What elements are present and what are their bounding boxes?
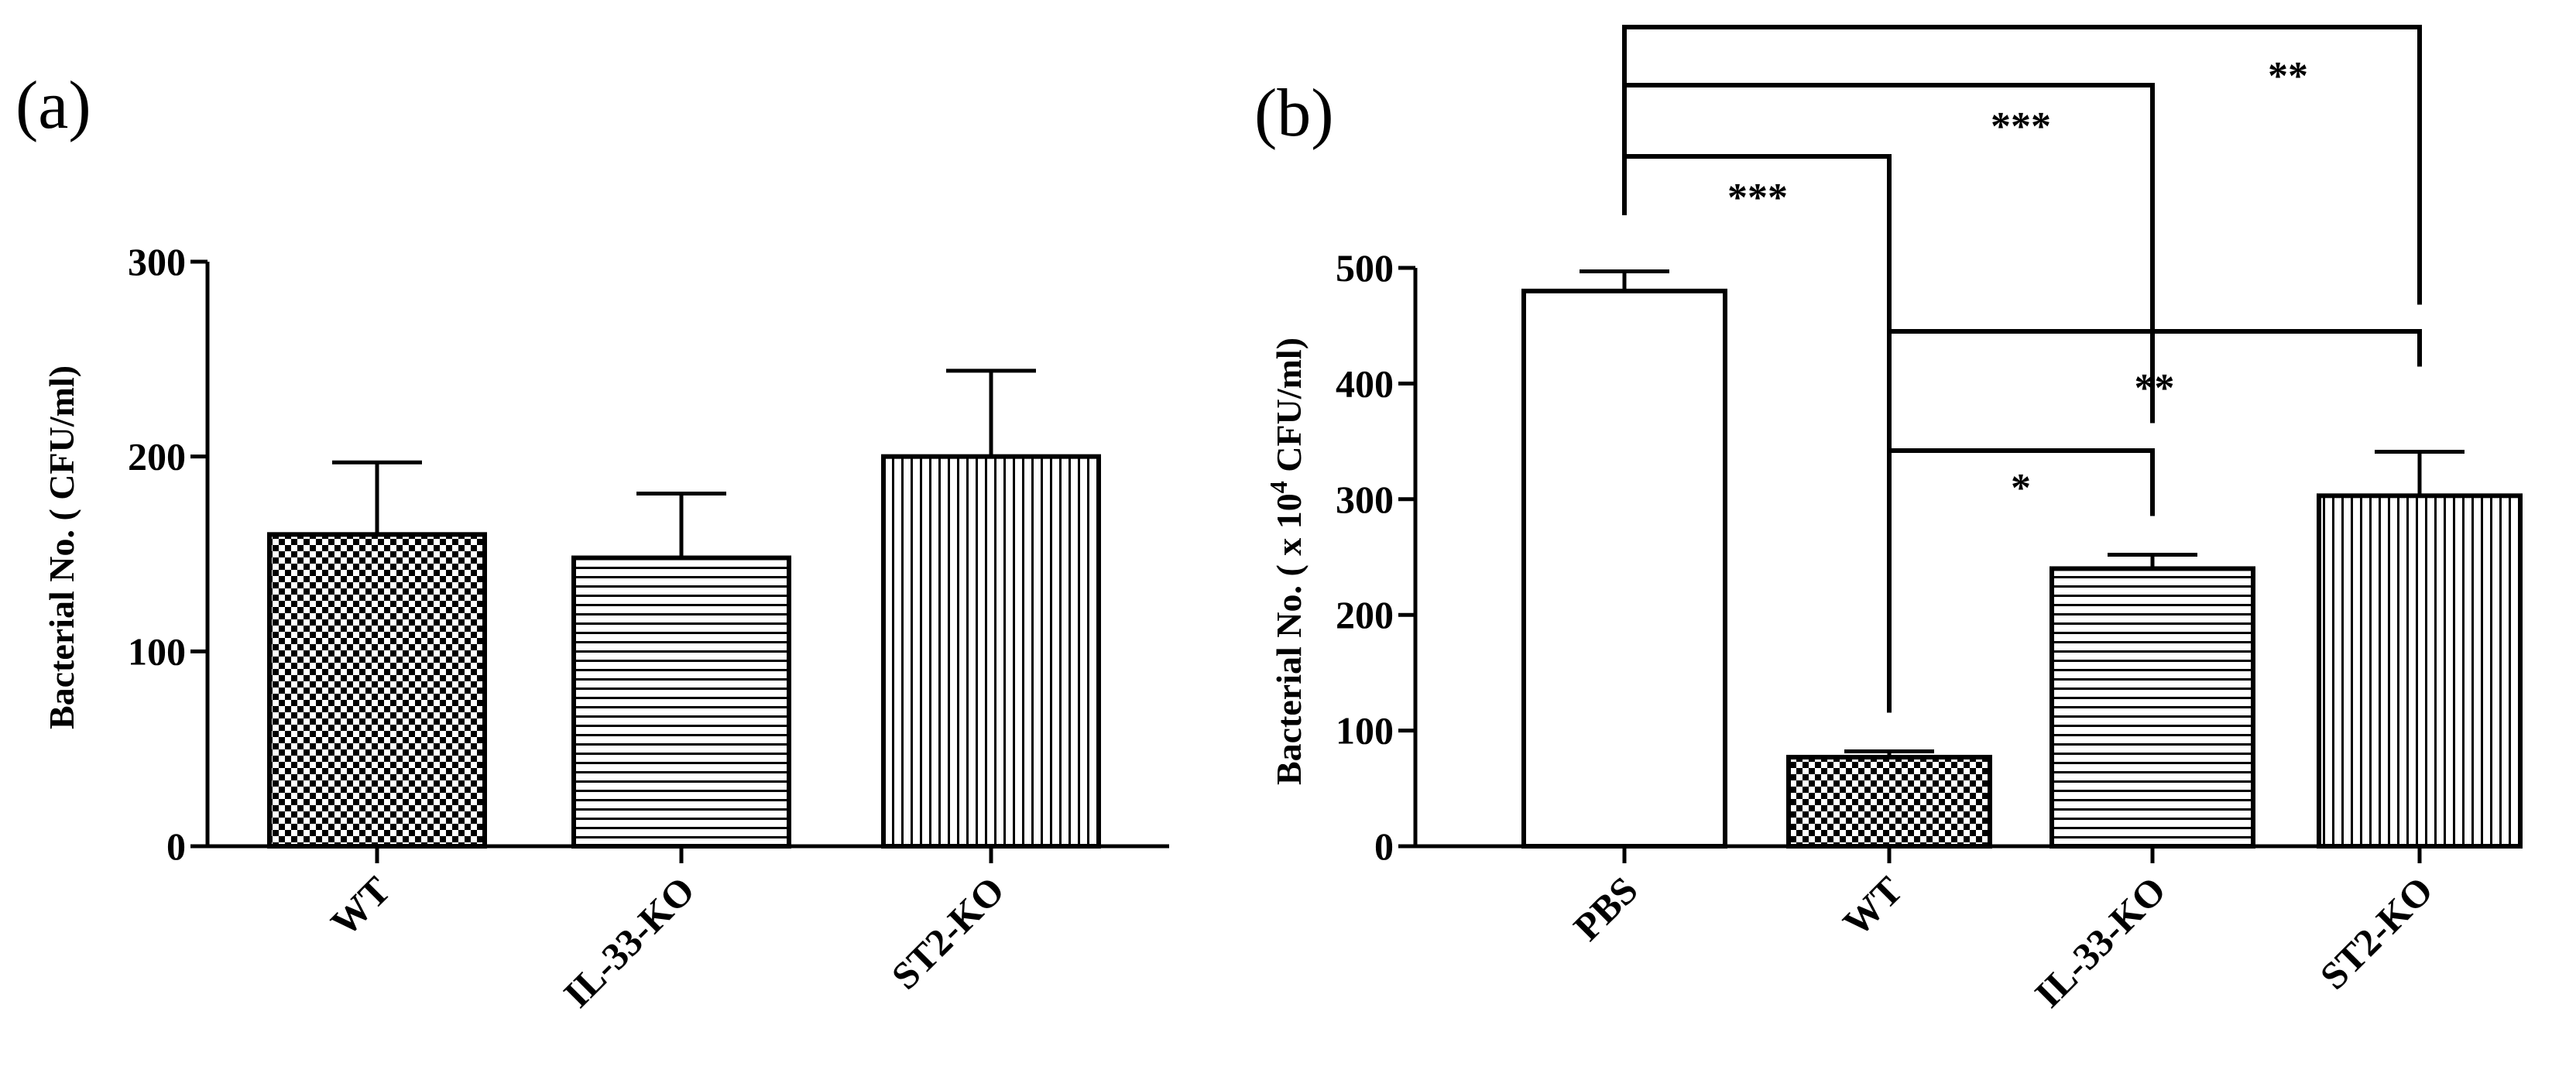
significance-label: *** xyxy=(1991,105,2051,149)
y-tick-label: 0 xyxy=(166,825,186,868)
y-tick-label: 100 xyxy=(1336,709,1394,753)
x-tick-label: ST2-KO xyxy=(883,868,1012,997)
significance-label: * xyxy=(2011,466,2031,510)
x-tick-label: PBS xyxy=(1565,868,1645,948)
bar xyxy=(2049,566,2255,849)
panel-a-y-axis-label: Bacterial No. ( CFU/ml) xyxy=(42,365,81,729)
significance-label: *** xyxy=(1727,176,1788,220)
bar xyxy=(1786,754,1992,849)
y-tick-label: 0 xyxy=(1374,825,1394,868)
significance-label: ** xyxy=(2135,366,2175,410)
x-tick-label: IL-33-KO xyxy=(2026,868,2174,1016)
x-tick-label: WT xyxy=(322,868,399,945)
panel-b-label: (b) xyxy=(1254,76,1334,151)
y-tick-label: 300 xyxy=(128,240,186,283)
y-tick-label: 300 xyxy=(1336,478,1394,521)
bar xyxy=(571,555,791,849)
y-tick-label: 100 xyxy=(128,629,186,673)
panel-b-chart: (b) Bacterial No. ( x 104 CFU/ml) 0 100 20… xyxy=(1254,25,2523,1016)
x-tick-label: WT xyxy=(1834,868,1911,945)
x-tick-label: ST2-KO xyxy=(2311,868,2441,997)
panel-a-label: (a) xyxy=(15,68,91,143)
bar xyxy=(267,532,487,849)
significance-bracket xyxy=(1622,83,2155,423)
bar xyxy=(1521,288,1727,849)
panel-b-y-axis-label: Bacterial No. ( x 104 CFU/ml) xyxy=(1264,338,1309,785)
y-tick-label: 200 xyxy=(1336,593,1394,636)
bar xyxy=(2317,493,2523,849)
y-tick-label: 400 xyxy=(1336,362,1394,405)
significance-label: ** xyxy=(2268,54,2308,98)
y-tick-label: 200 xyxy=(128,435,186,478)
significance-bracket xyxy=(1887,448,2155,713)
bar xyxy=(881,454,1101,849)
panel-a-chart: (a) Bacterial No. ( CFU/ml) 0 100 200 300 WT… xyxy=(15,68,1169,1016)
x-tick-label: IL-33-KO xyxy=(555,868,703,1016)
y-tick-label: 500 xyxy=(1336,246,1394,290)
